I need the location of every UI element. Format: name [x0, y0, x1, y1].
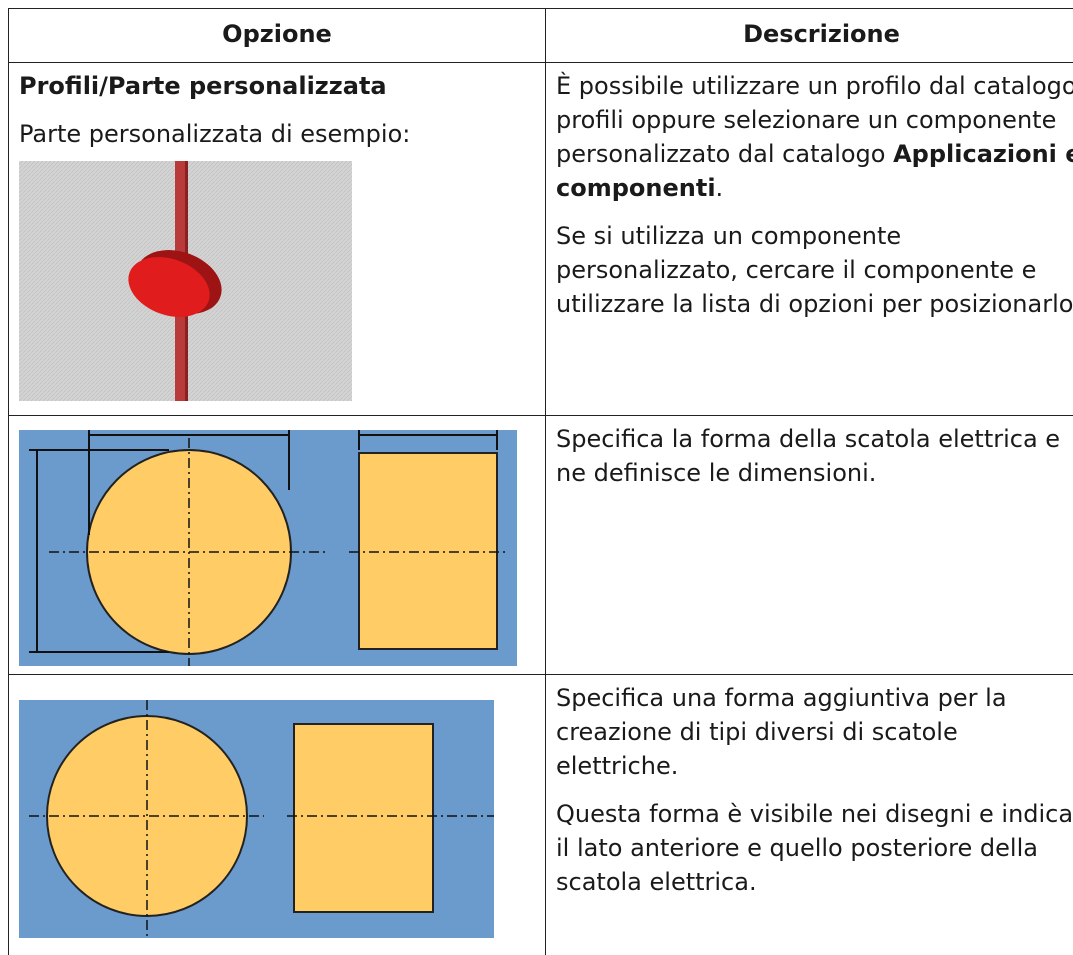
option-cell: Profili/Parte personalizzata Parte perso… — [9, 63, 546, 416]
option-cell — [9, 675, 546, 955]
text: . — [716, 174, 724, 202]
option-cell — [9, 416, 546, 675]
description-cell: Specifica una forma aggiuntiva per la cr… — [546, 675, 1073, 955]
description: Questa forma è visibile nei disegni e in… — [556, 797, 1073, 899]
caption: Parte personalizzata di esempio: — [19, 117, 535, 151]
header-cell: Opzione — [9, 9, 546, 63]
option-title: Profili/Parte personalizzata — [19, 69, 535, 103]
description-cell: È possibile utilizzare un profilo dal ca… — [546, 63, 1073, 416]
options-table: Opzione Descrizione Profili/Parte person… — [8, 8, 1073, 955]
header-row: Opzione Descrizione — [9, 9, 1073, 63]
description-cell: Specifica la forma della scatola elettri… — [546, 416, 1073, 675]
header-cell: Descrizione — [546, 9, 1073, 63]
description: Specifica una forma aggiuntiva per la cr… — [556, 681, 1073, 783]
shape-image — [19, 700, 494, 938]
description: Specifica la forma della scatola elettri… — [556, 422, 1073, 490]
description: È possibile utilizzare un profilo dal ca… — [556, 69, 1073, 205]
description: Se si utilizza un componente personalizz… — [556, 219, 1073, 321]
custom-part-image — [19, 161, 352, 401]
shape-image — [19, 430, 517, 666]
row: Profili/Parte personalizzata Parte perso… — [9, 63, 1073, 416]
row: Specifica la forma della scatola elettri… — [9, 416, 1073, 675]
row: Specifica una forma aggiuntiva per la cr… — [9, 675, 1073, 955]
